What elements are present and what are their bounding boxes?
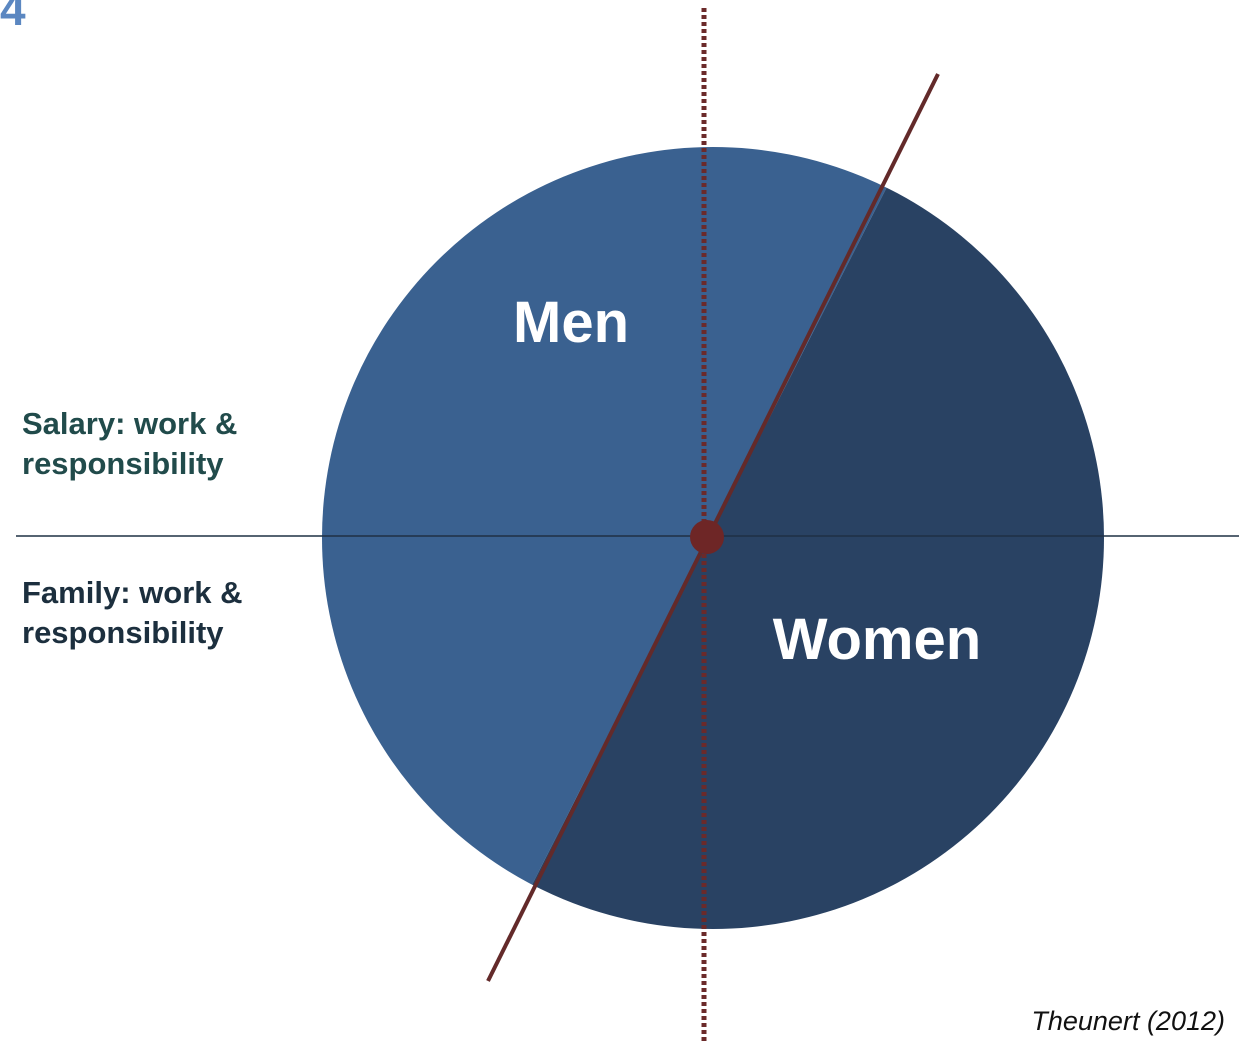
family-axis-label: Family: work & responsibility (22, 575, 243, 650)
slide-number: 4 (0, 0, 26, 35)
men-region (322, 147, 982, 929)
citation: Theunert (2012) (1031, 1006, 1225, 1036)
men-label: Men (513, 290, 629, 355)
women-label: Women (773, 607, 981, 672)
center-dot (690, 520, 724, 554)
salary-axis-label: Salary: work & responsibility (22, 406, 238, 481)
